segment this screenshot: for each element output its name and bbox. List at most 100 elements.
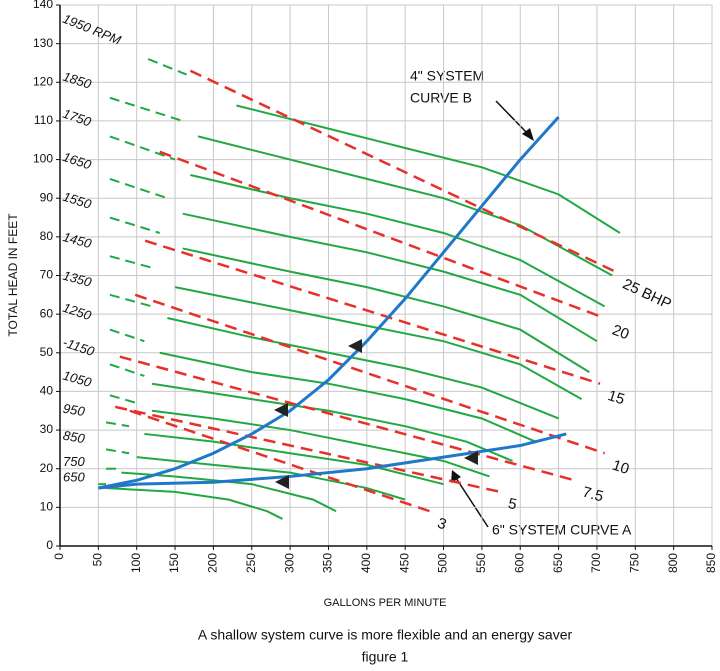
rpm-curve-dashed bbox=[109, 96, 184, 122]
rpm-label: 1950 RPM bbox=[61, 11, 124, 48]
bhp-line bbox=[119, 355, 576, 482]
y-tick-label: 70 bbox=[40, 268, 54, 282]
y-tick-label: 140 bbox=[33, 0, 53, 11]
x-tick-label: 850 bbox=[704, 553, 718, 573]
rpm-label: 1650 bbox=[61, 149, 94, 173]
rpm-label: 950 bbox=[62, 401, 87, 420]
flow-arrow bbox=[348, 339, 362, 353]
rpm-curve bbox=[144, 432, 444, 486]
y-axis-label: TOTAL HEAD IN FEET bbox=[6, 213, 20, 337]
x-tick-label: 650 bbox=[551, 553, 565, 573]
bhp-label: 25 BHP bbox=[620, 275, 674, 312]
rpm-curve bbox=[236, 104, 621, 234]
x-tick-label: 300 bbox=[282, 553, 296, 573]
annotation: 6" SYSTEM CURVE A bbox=[492, 522, 632, 538]
rpm-label: 1050 bbox=[61, 368, 94, 391]
x-tick-label: 500 bbox=[436, 553, 450, 573]
rpm-curve-dashed bbox=[109, 293, 153, 308]
bhp-line bbox=[114, 405, 501, 494]
x-tick-label: 800 bbox=[666, 553, 680, 573]
bhp-line bbox=[144, 239, 601, 385]
y-tick-label: 40 bbox=[40, 384, 54, 398]
x-tick-label: 700 bbox=[589, 553, 603, 573]
flow-arrow bbox=[274, 403, 288, 417]
flow-arrow bbox=[275, 475, 289, 489]
rpm-curve bbox=[121, 471, 337, 513]
bhp-label: 7.5 bbox=[581, 484, 606, 506]
annotation: CURVE B bbox=[410, 90, 472, 106]
x-tick-label: 150 bbox=[167, 553, 181, 573]
bhp-line bbox=[134, 293, 606, 455]
rpm-curve-dashed bbox=[105, 448, 130, 455]
rpm-curve bbox=[151, 409, 490, 478]
rpm-curve bbox=[105, 487, 283, 520]
arrowhead bbox=[451, 470, 461, 483]
rpm-curve-dashed bbox=[109, 216, 161, 234]
y-tick-label: 130 bbox=[33, 36, 53, 50]
system-curve bbox=[98, 116, 560, 490]
y-tick-label: 20 bbox=[40, 461, 54, 475]
rpm-label: 1250 bbox=[61, 300, 94, 324]
rpm-curve bbox=[182, 212, 598, 343]
bhp-label: 20 bbox=[610, 322, 632, 344]
bhp-label: 5 bbox=[507, 495, 519, 513]
rpm-label: 650 bbox=[63, 470, 85, 485]
rpm-curve-dashed bbox=[109, 363, 145, 377]
y-tick-label: 50 bbox=[40, 345, 54, 359]
y-tick-label: 110 bbox=[34, 113, 53, 127]
x-tick-label: 450 bbox=[397, 553, 411, 573]
rpm-curve-dashed bbox=[109, 394, 137, 404]
arrowhead bbox=[522, 128, 534, 141]
rpm-label: 850 bbox=[62, 428, 87, 447]
rpm-label: 1750 bbox=[61, 106, 94, 130]
rpm-label: 1450 bbox=[61, 229, 94, 251]
bhp-label: 10 bbox=[610, 457, 631, 478]
x-tick-label: 600 bbox=[512, 553, 526, 573]
rpm-curve-dashed bbox=[109, 177, 168, 200]
rpm-curve bbox=[151, 382, 513, 462]
rpm-curve bbox=[159, 351, 536, 443]
y-tick-label: 100 bbox=[33, 152, 53, 166]
y-tick-label: 60 bbox=[40, 306, 54, 320]
y-tick-label: 0 bbox=[46, 538, 53, 552]
x-tick-label: 100 bbox=[129, 553, 143, 573]
y-tick-label: 90 bbox=[40, 190, 54, 204]
x-axis-label: GALLONS PER MINUTE bbox=[324, 597, 447, 609]
y-tick-label: 30 bbox=[40, 422, 54, 436]
y-tick-label: 10 bbox=[40, 500, 54, 514]
rpm-curve-dashed bbox=[109, 328, 145, 343]
flow-arrow bbox=[464, 451, 478, 465]
rpm-curve-dashed bbox=[109, 255, 153, 269]
system-curve bbox=[98, 432, 567, 490]
rpm-curve bbox=[182, 247, 590, 373]
rpm-label: 1350 bbox=[61, 268, 94, 290]
x-tick-label: 200 bbox=[206, 553, 220, 573]
bhp-line bbox=[129, 409, 431, 513]
bhp-line bbox=[159, 150, 606, 320]
rpm-curve bbox=[167, 317, 559, 420]
x-tick-label: 550 bbox=[474, 553, 488, 573]
x-tick-label: 50 bbox=[91, 553, 105, 567]
bhp-label: 15 bbox=[606, 387, 627, 408]
rpm-label: 750 bbox=[63, 454, 85, 469]
pointer bbox=[495, 100, 529, 135]
caption: figure 1 bbox=[362, 649, 409, 665]
y-tick-label: 120 bbox=[33, 74, 53, 88]
bhp-line bbox=[189, 69, 616, 273]
x-tick-label: 0 bbox=[52, 553, 66, 560]
x-tick-label: 350 bbox=[321, 553, 335, 573]
rpm-label: -1150 bbox=[61, 335, 97, 360]
y-tick-label: 80 bbox=[40, 229, 54, 243]
annotation: 4" SYSTEM bbox=[410, 68, 484, 84]
rpm-curve-dashed bbox=[109, 135, 176, 161]
x-tick-label: 750 bbox=[627, 553, 641, 573]
rpm-label: 1550 bbox=[61, 189, 94, 212]
rpm-curve-dashed bbox=[147, 58, 187, 76]
caption: A shallow system curve is more flexible … bbox=[198, 627, 573, 643]
rpm-curve-dashed bbox=[105, 421, 130, 428]
x-tick-label: 400 bbox=[359, 553, 373, 573]
rpm-label: 1850 bbox=[61, 69, 94, 92]
bhp-label: 3 bbox=[435, 515, 448, 534]
x-tick-label: 250 bbox=[244, 553, 258, 573]
